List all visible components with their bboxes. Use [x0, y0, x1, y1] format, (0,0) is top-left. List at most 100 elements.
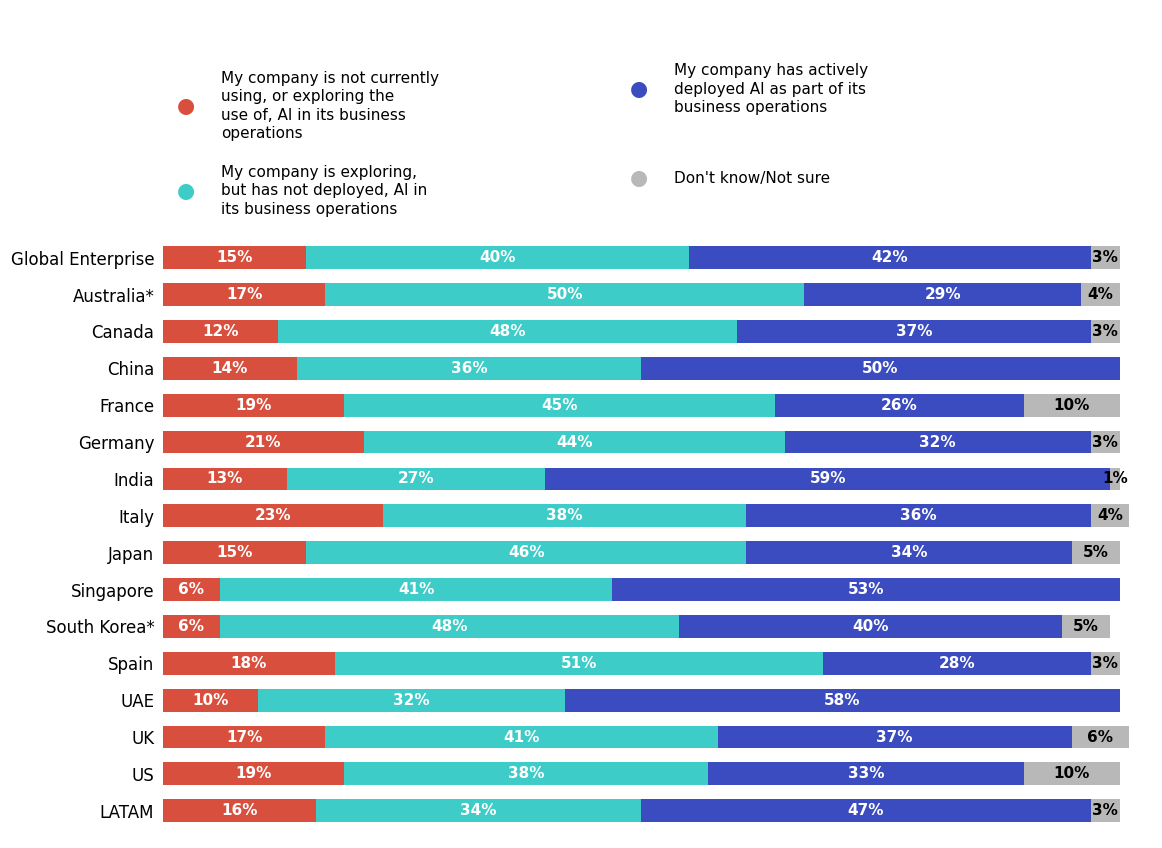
Text: 15%: 15%: [216, 250, 252, 265]
Text: 4%: 4%: [1097, 508, 1122, 523]
Text: 17%: 17%: [225, 287, 263, 302]
Text: 13%: 13%: [207, 471, 243, 487]
Bar: [307, 541, 746, 564]
Bar: [296, 357, 641, 380]
Bar: [689, 246, 1091, 269]
Text: ●: ●: [177, 181, 195, 201]
Text: 21%: 21%: [245, 434, 281, 449]
Text: 19%: 19%: [236, 767, 272, 781]
Bar: [746, 541, 1071, 564]
Bar: [163, 652, 335, 675]
Text: 45%: 45%: [541, 398, 578, 413]
Text: 19%: 19%: [236, 398, 272, 413]
Text: 34%: 34%: [891, 545, 927, 561]
Bar: [746, 505, 1091, 527]
Bar: [364, 431, 784, 454]
Bar: [163, 431, 364, 454]
Text: 4%: 4%: [1088, 287, 1113, 302]
Bar: [335, 652, 823, 675]
Text: 32%: 32%: [919, 434, 956, 449]
Bar: [163, 320, 278, 343]
Text: 42%: 42%: [872, 250, 909, 265]
Text: 38%: 38%: [508, 767, 545, 781]
Bar: [163, 726, 325, 749]
Bar: [220, 578, 612, 601]
Bar: [708, 762, 1024, 785]
Bar: [641, 357, 1120, 380]
Text: My company is not currently
using, or exploring the
use of, AI in its business
o: My company is not currently using, or ex…: [221, 70, 439, 142]
Text: My company is exploring,
but has not deployed, AI in
its business operations: My company is exploring, but has not dep…: [221, 165, 426, 217]
Text: 34%: 34%: [460, 803, 496, 818]
Bar: [1091, 652, 1120, 675]
Bar: [163, 283, 325, 306]
Bar: [163, 578, 220, 601]
Text: 46%: 46%: [508, 545, 545, 561]
Bar: [737, 320, 1091, 343]
Bar: [784, 431, 1091, 454]
Text: 6%: 6%: [179, 619, 205, 634]
Bar: [163, 246, 307, 269]
Text: 50%: 50%: [862, 361, 898, 376]
Bar: [680, 615, 1062, 638]
Text: My company has actively
deployed AI as part of its
business operations: My company has actively deployed AI as p…: [674, 63, 868, 115]
Bar: [1091, 320, 1120, 343]
Bar: [1024, 393, 1120, 416]
Text: 58%: 58%: [824, 693, 860, 707]
Text: ●: ●: [177, 96, 195, 116]
Text: 29%: 29%: [924, 287, 961, 302]
Bar: [545, 467, 1110, 490]
Bar: [316, 800, 641, 823]
Text: Don't know/Not sure: Don't know/Not sure: [674, 170, 830, 186]
Bar: [163, 615, 220, 638]
Bar: [287, 467, 545, 490]
Text: 17%: 17%: [225, 729, 263, 745]
Bar: [565, 689, 1120, 711]
Text: 5%: 5%: [1074, 619, 1099, 634]
Text: 36%: 36%: [451, 361, 487, 376]
Bar: [325, 726, 718, 749]
Bar: [1024, 762, 1120, 785]
Text: 28%: 28%: [939, 656, 975, 671]
Text: 10%: 10%: [1054, 398, 1090, 413]
Bar: [163, 762, 344, 785]
Bar: [163, 541, 307, 564]
Text: 10%: 10%: [1054, 767, 1090, 781]
Bar: [163, 393, 344, 416]
Text: 48%: 48%: [489, 324, 525, 339]
Bar: [1071, 541, 1120, 564]
Text: 15%: 15%: [216, 545, 252, 561]
Text: 26%: 26%: [881, 398, 918, 413]
Text: 41%: 41%: [503, 729, 539, 745]
Bar: [278, 320, 737, 343]
Bar: [823, 652, 1091, 675]
Text: 33%: 33%: [848, 767, 884, 781]
Bar: [258, 689, 565, 711]
Text: 23%: 23%: [254, 508, 290, 523]
Bar: [344, 393, 775, 416]
Bar: [804, 283, 1082, 306]
Bar: [1091, 431, 1120, 454]
Text: 40%: 40%: [480, 250, 516, 265]
Bar: [307, 246, 689, 269]
Text: 6%: 6%: [1088, 729, 1113, 745]
Text: ●: ●: [630, 168, 648, 188]
Bar: [163, 689, 258, 711]
Text: 41%: 41%: [399, 582, 435, 597]
Bar: [220, 615, 680, 638]
Text: 12%: 12%: [202, 324, 238, 339]
Text: 37%: 37%: [876, 729, 913, 745]
Text: ●: ●: [630, 79, 648, 99]
Text: 38%: 38%: [546, 508, 583, 523]
Bar: [1091, 800, 1120, 823]
Text: 27%: 27%: [397, 471, 435, 487]
Bar: [163, 467, 287, 490]
Bar: [612, 578, 1120, 601]
Text: 5%: 5%: [1083, 545, 1109, 561]
Text: 48%: 48%: [431, 619, 468, 634]
Bar: [1091, 505, 1129, 527]
Text: 3%: 3%: [1092, 656, 1118, 671]
Text: 18%: 18%: [230, 656, 267, 671]
Bar: [775, 393, 1024, 416]
Bar: [641, 800, 1091, 823]
Bar: [382, 505, 746, 527]
